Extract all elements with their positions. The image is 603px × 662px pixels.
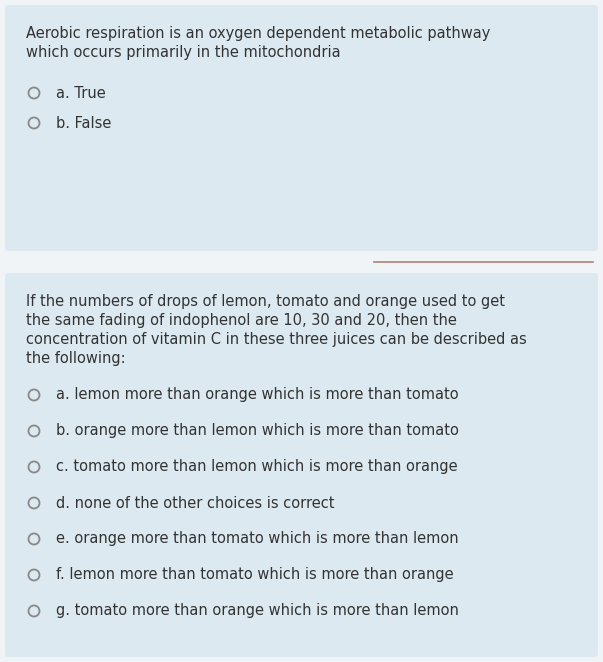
Text: Aerobic respiration is an oxygen dependent metabolic pathway: Aerobic respiration is an oxygen depende… — [26, 26, 490, 41]
FancyBboxPatch shape — [5, 5, 598, 251]
Text: f. lemon more than tomato which is more than orange: f. lemon more than tomato which is more … — [56, 567, 453, 583]
Text: a. lemon more than orange which is more than tomato: a. lemon more than orange which is more … — [56, 387, 459, 402]
Text: c. tomato more than lemon which is more than orange: c. tomato more than lemon which is more … — [56, 459, 458, 475]
FancyBboxPatch shape — [5, 273, 598, 657]
Text: If the numbers of drops of lemon, tomato and orange used to get: If the numbers of drops of lemon, tomato… — [26, 294, 505, 309]
Text: concentration of vitamin C in these three juices can be described as: concentration of vitamin C in these thre… — [26, 332, 527, 347]
Text: the following:: the following: — [26, 351, 125, 366]
Text: b. False: b. False — [56, 115, 112, 130]
Text: a. True: a. True — [56, 85, 106, 101]
Text: e. orange more than tomato which is more than lemon: e. orange more than tomato which is more… — [56, 532, 459, 547]
Text: the same fading of indophenol are 10, 30 and 20, then the: the same fading of indophenol are 10, 30… — [26, 313, 457, 328]
Text: d. none of the other choices is correct: d. none of the other choices is correct — [56, 495, 335, 510]
Text: which occurs primarily in the mitochondria: which occurs primarily in the mitochondr… — [26, 45, 341, 60]
Text: b. orange more than lemon which is more than tomato: b. orange more than lemon which is more … — [56, 424, 459, 438]
Text: g. tomato more than orange which is more than lemon: g. tomato more than orange which is more… — [56, 604, 459, 618]
